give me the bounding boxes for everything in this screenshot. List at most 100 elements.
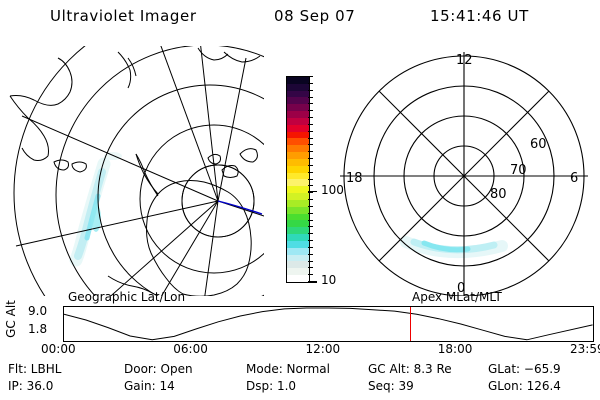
status-row-2: IP: 36.0 Gain: 14 Dsp: 1.0 Seq: 39 GLon: 126… [0, 379, 600, 396]
strip-title-geographic: Geographic Lat/Lon [68, 290, 186, 304]
colorbar-segment [287, 145, 309, 153]
colorbar-minor-tick [308, 103, 313, 105]
colorbar-segment [287, 77, 309, 84]
colorbar-minor-tick [308, 199, 313, 200]
colorbar-minor-tick [308, 130, 313, 132]
geographic-image-panel[interactable] [8, 46, 264, 296]
colorbar-minor-tick [308, 171, 313, 173]
current-time-cursor [409, 307, 411, 341]
colorbar-minor-tick [308, 233, 313, 235]
colorbar-segment [287, 268, 309, 276]
colorbar-minor-tick [308, 178, 313, 180]
mlat-label-70: 70 [510, 163, 527, 178]
colorbar-segment [287, 227, 309, 235]
colorbar-minor-tick [308, 212, 313, 214]
status-field-seq: Seq: 39 [368, 379, 414, 393]
colorbar-segment [287, 111, 309, 118]
colorbar-minor-tick [308, 158, 313, 159]
colorbar-segment [287, 158, 309, 166]
colorbar-segment [287, 186, 309, 194]
strip-xtick-1200: 12:00 [305, 342, 341, 356]
coastline-outlines [9, 47, 261, 296]
strip-xtick-0000: 00:00 [41, 342, 76, 356]
colorbar-minor-tick [308, 117, 313, 118]
orbit-altitude-strip-plot[interactable]: Geographic Lat/Lon Apex MLat/MLT GC Alt … [0, 290, 600, 362]
mlt-label-0: 0 [457, 281, 465, 296]
apex-mlt-dial-panel[interactable]: 12 6 0 18 60 70 80 [334, 46, 594, 296]
strip-x-axis-ticks: 00:00 06:00 12:00 18:00 23:59 [0, 342, 600, 360]
colorbar-minor-tick [308, 267, 313, 269]
colorbar-segment [287, 172, 309, 180]
mlt-label-12: 12 [456, 53, 473, 68]
colorbar-segment [287, 131, 309, 139]
geographic-projection-svg [9, 46, 264, 296]
strip-xtick-1800: 18:00 [437, 342, 473, 356]
meridian-grid-lines [15, 46, 264, 296]
colorbar-minor-tick [308, 110, 313, 112]
colorbar-segment [287, 90, 309, 98]
aurora-emission-geographic [69, 152, 122, 267]
observation-time: 15:41:46 UT [430, 7, 529, 25]
aurora-emission-mlt [400, 236, 508, 259]
altitude-curve-svg [64, 307, 593, 341]
colorbar-minor-tick [308, 274, 313, 276]
colorbar-segment [287, 234, 309, 241]
strip-xtick-0600: 06:00 [173, 342, 208, 356]
colorbar-minor-tick [308, 185, 313, 187]
colorbar-gradient [286, 76, 310, 283]
latitude-grid-circles [13, 46, 264, 296]
colorbar-segment [287, 117, 309, 125]
colorbar-minor-tick [308, 151, 313, 153]
colorbar-segment [287, 206, 309, 214]
colorbar-major-tick [308, 190, 317, 193]
colorbar-segment [287, 124, 309, 132]
colorbar-major-tick [308, 281, 317, 283]
colorbar-minor-tick [308, 137, 313, 139]
colorbar-ticks [308, 76, 334, 283]
page-title: Ultraviolet Imager [50, 7, 197, 25]
status-field-dsp: Dsp: 1.0 [246, 379, 297, 393]
mlat-label-60: 60 [530, 137, 547, 152]
colorbar-tick-label-100: 100 [321, 182, 344, 197]
colorbar-minor-tick [308, 260, 313, 262]
mlt-diagonal-spokes [378, 90, 550, 262]
colorbar-segment [287, 199, 309, 207]
observation-date: 08 Sep 07 [274, 7, 356, 25]
status-field-door: Door: Open [124, 362, 193, 376]
colorbar-segment [287, 83, 309, 91]
status-readout: Flt: LBHL Door: Open Mode: Normal GC Alt: 8… [0, 362, 600, 400]
colorbar-segment [287, 193, 309, 200]
colorbar-segment [287, 247, 309, 255]
colorbar-minor-tick [308, 253, 313, 255]
mlt-label-18: 18 [346, 171, 363, 186]
strip-y-axis-label: GC Alt [4, 300, 18, 338]
colorbar-minor-tick [308, 240, 313, 241]
colorbar-segment [287, 240, 309, 248]
status-row-1: Flt: LBHL Door: Open Mode: Normal GC Alt: 8… [0, 362, 600, 379]
strip-plot-box[interactable] [63, 306, 594, 342]
status-field-flt: Flt: LBHL [8, 362, 62, 376]
status-field-mode: Mode: Normal [246, 362, 330, 376]
colorbar-minor-tick [308, 226, 313, 228]
strip-title-apex: Apex MLat/MLT [412, 290, 502, 304]
status-field-gain: Gain: 14 [124, 379, 175, 393]
colorbar-minor-tick [308, 164, 313, 166]
header-bar: Ultraviolet Imager 08 Sep 07 15:41:46 UT [0, 4, 600, 30]
status-field-glon: GLon: 126.4 [488, 379, 561, 393]
colorbar-segment [287, 275, 309, 282]
colorbar-minor-tick [308, 123, 313, 125]
colorbar-segment [287, 104, 309, 112]
colorbar-minor-tick [308, 76, 313, 77]
status-field-glat: GLat: −65.9 [488, 362, 561, 376]
colorbar-segment [287, 165, 309, 173]
strip-ytick-low: 1.8 [28, 322, 48, 336]
mlat-label-80: 80 [490, 187, 507, 202]
pole-marker-circle [181, 164, 255, 238]
colorbar-segment [287, 152, 309, 159]
colorbar-minor-tick [308, 192, 313, 194]
mlt-dial-svg: 12 6 0 18 60 70 80 [340, 52, 588, 296]
spacecraft-track [217, 200, 263, 215]
colorbar-minor-tick [308, 219, 313, 221]
strip-xtick-2359: 23:59 [570, 342, 600, 356]
